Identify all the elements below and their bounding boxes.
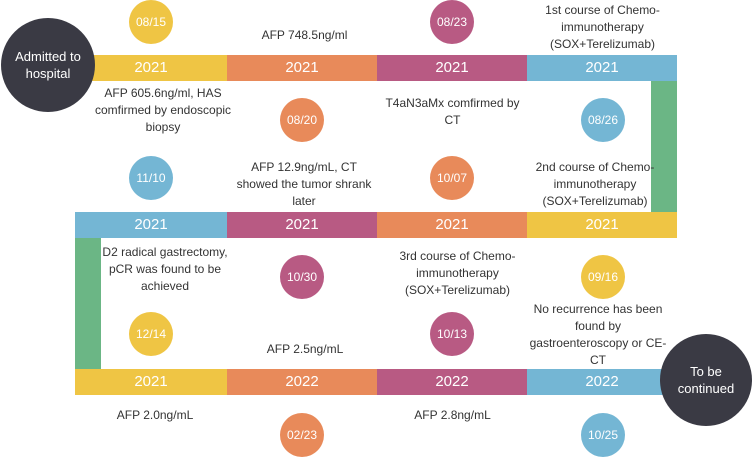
event-note: 3rd course of Chemo-immunotherapy (SOX+T…	[399, 249, 516, 297]
year-label: 2022	[285, 373, 319, 390]
timeline-segment	[527, 212, 677, 238]
start-circle: Admitted to hospital	[1, 18, 95, 112]
event-note: 2nd course of Chemo-immunotherapy (SOX+T…	[535, 160, 655, 208]
end-label: To be continued	[677, 364, 735, 396]
event-note: 1st course of Chemo-immunotherapy (SOX+T…	[545, 3, 660, 51]
timeline-segment	[75, 55, 227, 81]
timeline-segment	[227, 55, 377, 81]
year-label: 2022	[585, 373, 619, 390]
timeline-connector	[75, 238, 101, 369]
date-marker: 10/25	[581, 413, 625, 457]
date-marker: 02/23	[280, 413, 324, 457]
event-note: T4aN3aMx comfirmed by CT	[385, 96, 520, 127]
year-label: 2022	[435, 373, 469, 390]
event-note: AFP 605.6ng/ml, HAS comfirmed by endosco…	[94, 86, 232, 134]
date-marker: 08/15	[129, 0, 173, 44]
event-note: AFP 748.5ng/ml	[261, 28, 348, 42]
date-marker: 10/07	[430, 156, 474, 200]
year-label: 2021	[285, 59, 319, 76]
date-marker: 08/26	[581, 98, 625, 142]
year-label: 2021	[134, 216, 168, 233]
date-marker: 09/16	[581, 255, 625, 299]
start-label: Admitted to hospital	[15, 49, 81, 81]
date-marker: 11/10	[129, 156, 173, 200]
year-label: 2021	[134, 373, 168, 390]
date-marker: 12/14	[129, 312, 173, 356]
year-label: 2021	[285, 216, 319, 233]
year-label: 2021	[435, 216, 469, 233]
timeline-segment	[377, 55, 527, 81]
date-marker: 08/23	[430, 0, 474, 44]
year-label: 2021	[585, 59, 619, 76]
timeline-segment	[75, 369, 227, 395]
event-note: AFP 12.9ng/mL, CT showed the tumor shran…	[236, 160, 372, 208]
timeline-segment	[527, 369, 677, 395]
timeline-segment	[227, 212, 377, 238]
date-marker: 10/13	[430, 312, 474, 356]
year-label: 2021	[435, 59, 469, 76]
event-note: D2 radical gastrectomy, pCR was found to…	[102, 245, 228, 293]
event-note: No recurrence has been found by gastroen…	[529, 302, 667, 367]
timeline-segment	[377, 212, 527, 238]
timeline-segment	[75, 212, 227, 238]
timeline-segment	[377, 369, 527, 395]
event-note: AFP 2.8ng/mL	[414, 408, 491, 422]
timeline-segment	[527, 55, 677, 81]
event-note: AFP 2.5ng/mL	[266, 342, 344, 356]
event-note: AFP 2.0ng/mL	[116, 408, 194, 422]
timeline-connector	[651, 81, 677, 212]
date-marker: 10/30	[280, 255, 324, 299]
date-marker: 08/20	[280, 98, 324, 142]
year-label: 2021	[585, 216, 619, 233]
year-label: 2021	[134, 59, 168, 76]
timeline-segment	[227, 369, 377, 395]
end-circle: To be continued	[660, 334, 752, 426]
